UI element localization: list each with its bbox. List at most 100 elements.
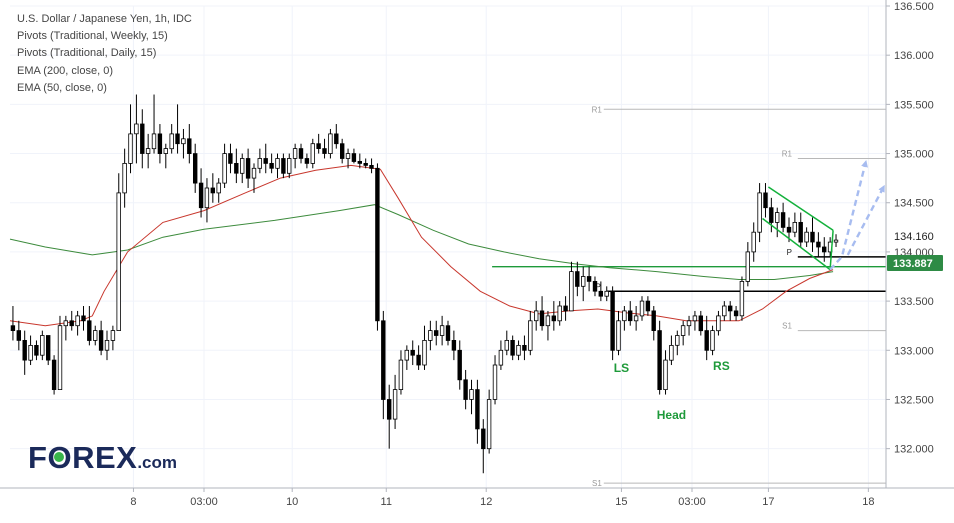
candle: [116, 192, 121, 331]
candle: [386, 399, 392, 420]
candle: [598, 290, 603, 297]
flag-lower-line: [762, 217, 831, 271]
candle: [228, 153, 233, 164]
candle: [798, 221, 803, 243]
candle: [181, 138, 186, 145]
candle: [345, 153, 351, 159]
daily-pivot-label: R1: [782, 149, 793, 158]
flag-close-line: [829, 230, 834, 270]
x-tick-label: 12: [480, 496, 492, 508]
candle: [339, 143, 345, 159]
candle: [351, 153, 357, 162]
candle: [204, 187, 210, 209]
candle: [334, 133, 339, 145]
candle: [422, 339, 427, 366]
candle: [122, 162, 127, 194]
candle: [216, 182, 221, 194]
candle: [81, 315, 86, 322]
candle: [769, 207, 774, 223]
candle: [222, 153, 227, 184]
candle: [57, 325, 63, 391]
candle: [433, 330, 439, 336]
y-tick-label: 132.500: [894, 394, 934, 406]
candle: [657, 330, 662, 391]
candle: [469, 389, 474, 400]
candle: [281, 158, 286, 174]
candle: [75, 315, 80, 327]
candle: [439, 325, 445, 336]
flag-upper-line: [767, 186, 834, 231]
candle: [569, 271, 574, 312]
candle: [98, 330, 104, 351]
candle: [716, 315, 721, 332]
candle: [163, 148, 168, 154]
x-tick-label: 11: [381, 496, 392, 508]
candle: [63, 320, 68, 327]
candle: [481, 428, 486, 450]
candle: [40, 335, 45, 356]
candle: [492, 364, 498, 400]
weekly-pivot-label: R1: [592, 105, 603, 114]
candle: [710, 330, 715, 351]
candle: [428, 330, 433, 341]
legend-pivots-weekly: Pivots (Traditional, Weekly, 15): [17, 30, 168, 43]
candle: [592, 280, 598, 292]
candle: [516, 344, 521, 356]
candle: [728, 305, 733, 312]
candle: [510, 339, 515, 356]
pattern-label: RS: [713, 359, 730, 373]
candle: [451, 339, 457, 351]
daily-pivot-label: P: [596, 282, 601, 291]
candle: [269, 162, 274, 169]
y-tick-label: 135.500: [894, 99, 934, 111]
candle: [187, 138, 192, 155]
candle: [87, 320, 92, 341]
candle: [575, 271, 580, 287]
candle: [616, 320, 621, 351]
candle: [10, 325, 16, 332]
candle: [757, 192, 762, 233]
candle: [69, 320, 74, 327]
candle: [651, 310, 656, 331]
legend-symbol: U.S. Dollar / Japanese Yen, 1h, IDC: [17, 13, 192, 25]
candle: [16, 330, 21, 341]
candle: [392, 389, 398, 420]
candle: [733, 310, 739, 317]
candle: [545, 315, 551, 327]
candle: [528, 320, 533, 351]
x-tick-label: 03:00: [190, 496, 218, 508]
candle: [810, 231, 815, 243]
candle: [692, 315, 698, 322]
weekly-pivot-label: S1: [592, 479, 602, 488]
candle: [610, 290, 615, 351]
x-tick-label: 18: [862, 496, 874, 508]
candle: [375, 167, 380, 322]
candle: [698, 315, 703, 332]
candle: [286, 158, 292, 174]
candle: [310, 143, 315, 164]
candle: [210, 187, 215, 194]
candle: [628, 310, 633, 322]
candle: [140, 123, 145, 154]
candle: [581, 276, 586, 287]
candle: [763, 192, 768, 209]
candle: [275, 158, 280, 169]
candle: [680, 325, 686, 336]
candle: [363, 162, 368, 166]
x-tick-label: 8: [130, 496, 136, 508]
candle: [498, 349, 504, 366]
x-tick-label: 10: [286, 496, 298, 508]
candle: [463, 379, 468, 400]
candle: [633, 315, 639, 322]
candle: [586, 276, 592, 282]
logo-domain: .com: [137, 453, 177, 472]
candle: [198, 182, 204, 209]
chart-legend: U.S. Dollar / Japanese Yen, 1h, IDC Pivo…: [17, 11, 192, 97]
candle: [457, 349, 462, 381]
candle: [739, 280, 745, 317]
candle: [751, 231, 756, 253]
logo-letter-f: F: [28, 440, 48, 475]
candle: [792, 221, 797, 233]
candle: [316, 143, 321, 149]
